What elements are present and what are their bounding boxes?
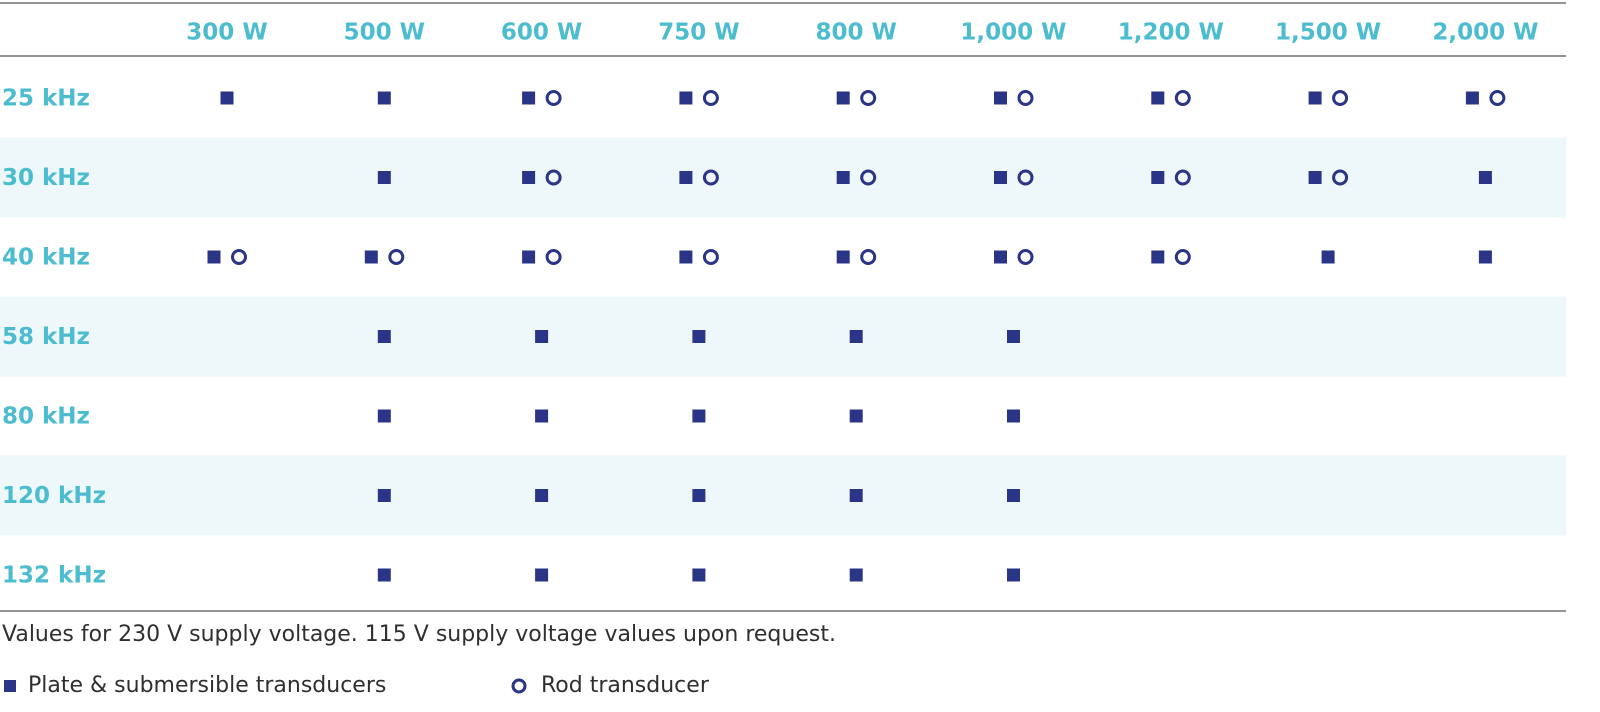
row-shade bbox=[0, 137, 1566, 218]
rod-mark bbox=[545, 169, 562, 186]
rod-mark bbox=[1174, 169, 1191, 186]
row-label: 58 kHz bbox=[2, 324, 90, 350]
rod-mark bbox=[388, 249, 405, 265]
column-header: 750 W bbox=[658, 20, 739, 46]
rod-mark bbox=[1174, 249, 1191, 265]
row-label: 120 kHz bbox=[2, 483, 106, 509]
plate-mark bbox=[679, 250, 693, 264]
rod-mark bbox=[1017, 169, 1034, 186]
plate-mark bbox=[364, 250, 378, 264]
column-header: 1,000 W bbox=[960, 20, 1066, 46]
rod-mark bbox=[860, 249, 877, 265]
plate-mark bbox=[377, 330, 391, 343]
plate-mark bbox=[535, 330, 549, 343]
plate-mark bbox=[1007, 409, 1020, 423]
plate-mark bbox=[535, 489, 549, 502]
column-header: 600 W bbox=[501, 20, 582, 46]
rod-mark bbox=[1174, 90, 1191, 106]
plate-mark bbox=[377, 489, 391, 502]
plate-mark bbox=[522, 91, 536, 105]
rod-mark bbox=[1017, 90, 1034, 106]
rod-mark bbox=[231, 249, 247, 265]
plate-mark bbox=[994, 91, 1007, 105]
plate-mark bbox=[220, 91, 234, 105]
rod-mark bbox=[702, 90, 719, 106]
plate-mark bbox=[692, 568, 706, 582]
column-header: 800 W bbox=[816, 20, 897, 46]
plate-mark bbox=[849, 568, 863, 582]
legend-square bbox=[4, 680, 16, 692]
plate-mark bbox=[1007, 330, 1020, 343]
plate-mark bbox=[836, 250, 850, 264]
plate-mark bbox=[994, 250, 1007, 264]
plate-mark bbox=[207, 250, 221, 264]
row-label: 132 kHz bbox=[2, 563, 106, 589]
note: Values for 230 V supply voltage. 115 V s… bbox=[2, 622, 836, 647]
plate-mark bbox=[836, 171, 850, 184]
plate-mark bbox=[692, 330, 706, 343]
row-label: 25 kHz bbox=[2, 86, 90, 112]
rod-mark bbox=[860, 169, 877, 186]
plate-mark bbox=[522, 171, 536, 184]
plate-mark bbox=[849, 330, 863, 343]
column-header: 300 W bbox=[186, 20, 267, 46]
plate-mark bbox=[692, 409, 706, 423]
plate-mark bbox=[535, 568, 549, 582]
plate-mark bbox=[377, 91, 391, 105]
plate-mark bbox=[1151, 250, 1165, 264]
plate-mark bbox=[377, 171, 391, 184]
plate-mark bbox=[692, 489, 706, 502]
plate-mark bbox=[1465, 91, 1479, 105]
column-header: 1,200 W bbox=[1118, 20, 1224, 46]
rod-mark bbox=[1332, 169, 1349, 186]
plate-mark bbox=[994, 171, 1007, 184]
plate-mark bbox=[849, 409, 863, 423]
plate-mark bbox=[535, 409, 549, 423]
rod-mark bbox=[860, 90, 877, 106]
rod-mark bbox=[1017, 249, 1034, 265]
rod-mark bbox=[545, 249, 562, 265]
plate-mark bbox=[377, 568, 391, 582]
row-label: 30 kHz bbox=[2, 165, 90, 191]
column-header: 1,500 W bbox=[1275, 20, 1381, 46]
plate-mark bbox=[1007, 489, 1020, 502]
rod-mark bbox=[1489, 90, 1506, 106]
rod-mark bbox=[702, 169, 719, 186]
row-label: 80 kHz bbox=[2, 404, 90, 430]
plate-mark bbox=[1478, 250, 1492, 264]
plate-mark bbox=[522, 250, 536, 264]
plate-mark bbox=[1151, 91, 1165, 105]
row-shade bbox=[0, 296, 1566, 377]
row-shade bbox=[0, 455, 1566, 536]
plate-mark bbox=[1007, 568, 1020, 582]
plate-mark bbox=[679, 171, 693, 184]
plate-mark bbox=[1478, 171, 1492, 184]
plate-mark bbox=[679, 91, 693, 105]
legend-plate: Plate & submersible transducers bbox=[28, 673, 386, 698]
plate-mark bbox=[849, 489, 863, 502]
column-header: 500 W bbox=[344, 20, 425, 46]
row-label: 40 kHz bbox=[2, 245, 90, 271]
plate-mark bbox=[1321, 250, 1335, 264]
rod-mark bbox=[702, 249, 719, 265]
rod-mark bbox=[545, 90, 562, 106]
plate-mark bbox=[377, 409, 391, 423]
column-header: 2,000 W bbox=[1432, 20, 1538, 46]
plate-mark bbox=[1151, 171, 1165, 184]
legend-rod: Rod transducer bbox=[541, 673, 710, 698]
plate-mark bbox=[836, 91, 850, 105]
plate-mark bbox=[1308, 171, 1322, 184]
legend-circle bbox=[511, 678, 527, 694]
plate-mark bbox=[1308, 91, 1322, 105]
rod-mark bbox=[1332, 90, 1349, 106]
